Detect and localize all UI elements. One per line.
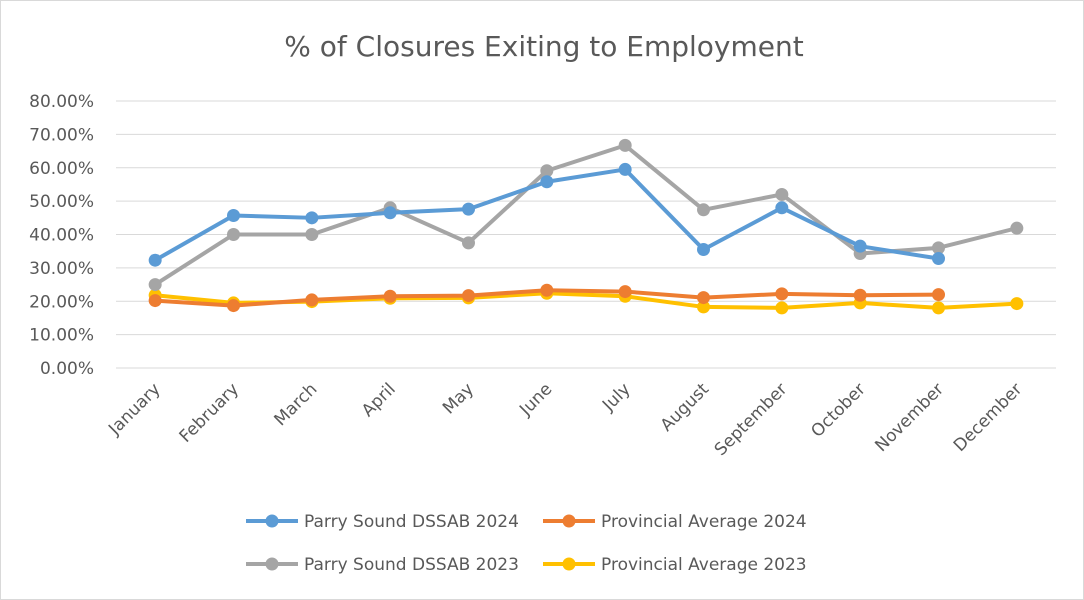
legend-marker (562, 514, 576, 528)
legend-marker (265, 557, 279, 571)
y-tick-label: 20.00% (29, 292, 94, 312)
data-point (305, 211, 319, 225)
data-point (932, 288, 945, 302)
x-tick-label: March (271, 379, 322, 430)
data-point (853, 288, 867, 302)
x-tick-label: February (176, 379, 243, 446)
data-point (775, 301, 789, 315)
data-point (462, 202, 475, 216)
legend-item: Parry Sound DSSAB 2024 (246, 512, 519, 532)
x-tick-label: June (515, 379, 556, 420)
data-point (305, 228, 319, 241)
data-point (540, 283, 554, 297)
legend-label: Parry Sound DSSAB 2024 (304, 512, 519, 532)
y-tick-label: 0.00% (40, 359, 94, 379)
data-point (618, 138, 632, 152)
x-tick-label: December (950, 379, 1026, 455)
data-point (1010, 221, 1024, 235)
legend-item: Provincial Average 2024 (543, 512, 807, 532)
x-tick-label: January (104, 379, 164, 439)
data-point (148, 278, 162, 292)
legend-marker (265, 514, 279, 528)
series-line (154, 143, 1018, 287)
data-point (697, 291, 710, 305)
legend-item: Provincial Average 2023 (543, 555, 807, 575)
data-point (462, 236, 475, 250)
y-tick-label: 80.00% (29, 92, 94, 112)
y-tick-label: 70.00% (29, 125, 94, 145)
data-point (227, 208, 240, 222)
data-point (932, 301, 945, 315)
legend-item: Parry Sound DSSAB 2023 (246, 555, 519, 575)
data-point (227, 299, 240, 313)
data-point (853, 239, 867, 253)
data-point (775, 187, 789, 201)
data-point (540, 175, 554, 189)
chart-title: % of Closures Exiting to Employment (284, 30, 803, 63)
data-point (932, 241, 945, 255)
y-tick-label: 50.00% (29, 192, 94, 212)
y-tick-label: 60.00% (29, 159, 94, 179)
data-point (148, 253, 162, 267)
data-point (540, 164, 554, 178)
legend-label: Parry Sound DSSAB 2023 (304, 555, 519, 575)
y-tick-label: 40.00% (29, 226, 94, 246)
x-tick-label: September (711, 379, 792, 460)
x-tick-label: April (358, 379, 400, 421)
x-tick-label: November (871, 379, 948, 456)
legend-label: Provincial Average 2023 (601, 555, 807, 575)
data-point (462, 289, 475, 303)
data-point (775, 201, 789, 215)
data-point (305, 293, 319, 307)
x-tick-label: October (807, 379, 869, 441)
legend-marker (562, 557, 576, 571)
x-tick-label: August (657, 379, 713, 435)
data-point (618, 285, 632, 299)
data-point (697, 203, 710, 217)
legend-label: Provincial Average 2024 (601, 512, 807, 532)
data-point (227, 228, 240, 241)
data-point (697, 300, 710, 314)
y-tick-label: 30.00% (29, 259, 94, 279)
data-point (383, 206, 397, 220)
y-tick-label: 10.00% (29, 326, 94, 346)
data-point (1010, 297, 1024, 311)
x-tick-label: May (439, 379, 478, 418)
data-point (148, 294, 162, 308)
data-point (618, 162, 632, 176)
data-point (775, 287, 789, 301)
data-point (383, 289, 397, 303)
x-tick-label: July (598, 379, 634, 415)
data-point (697, 243, 710, 257)
data-point (932, 252, 945, 266)
